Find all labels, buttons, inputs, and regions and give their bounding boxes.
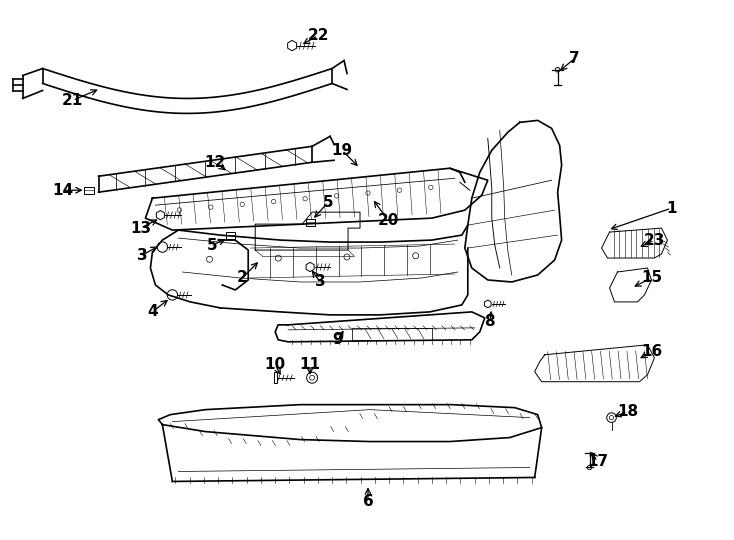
- Bar: [305, 219, 315, 226]
- Text: 3: 3: [315, 274, 325, 289]
- Text: 7: 7: [570, 51, 580, 66]
- Text: 14: 14: [52, 183, 73, 198]
- Text: 6: 6: [363, 494, 374, 509]
- Text: 23: 23: [644, 233, 665, 247]
- Text: 2: 2: [237, 271, 247, 286]
- Circle shape: [587, 465, 592, 470]
- Text: 15: 15: [641, 271, 662, 286]
- Circle shape: [609, 415, 614, 420]
- Text: 17: 17: [587, 454, 608, 469]
- Text: 5: 5: [207, 238, 217, 253]
- Text: 4: 4: [147, 305, 158, 319]
- Text: 18: 18: [617, 404, 638, 419]
- Text: 5: 5: [323, 195, 333, 210]
- Text: 13: 13: [130, 221, 151, 235]
- Circle shape: [307, 372, 318, 383]
- Text: 10: 10: [265, 357, 286, 372]
- Text: 12: 12: [205, 155, 226, 170]
- Text: 8: 8: [484, 314, 495, 329]
- Text: 3: 3: [137, 247, 148, 262]
- Bar: [352, 328, 432, 340]
- Text: 19: 19: [332, 143, 352, 158]
- Text: 20: 20: [377, 213, 399, 228]
- Text: 22: 22: [308, 28, 329, 43]
- Text: 11: 11: [299, 357, 321, 372]
- Text: 21: 21: [62, 93, 83, 108]
- Bar: [84, 187, 93, 194]
- Text: 16: 16: [641, 345, 662, 359]
- Circle shape: [556, 68, 560, 72]
- Text: 9: 9: [333, 332, 344, 347]
- Text: 1: 1: [666, 201, 677, 215]
- Bar: [226, 232, 235, 239]
- Circle shape: [607, 413, 617, 422]
- Circle shape: [310, 375, 315, 380]
- Bar: [274, 372, 277, 383]
